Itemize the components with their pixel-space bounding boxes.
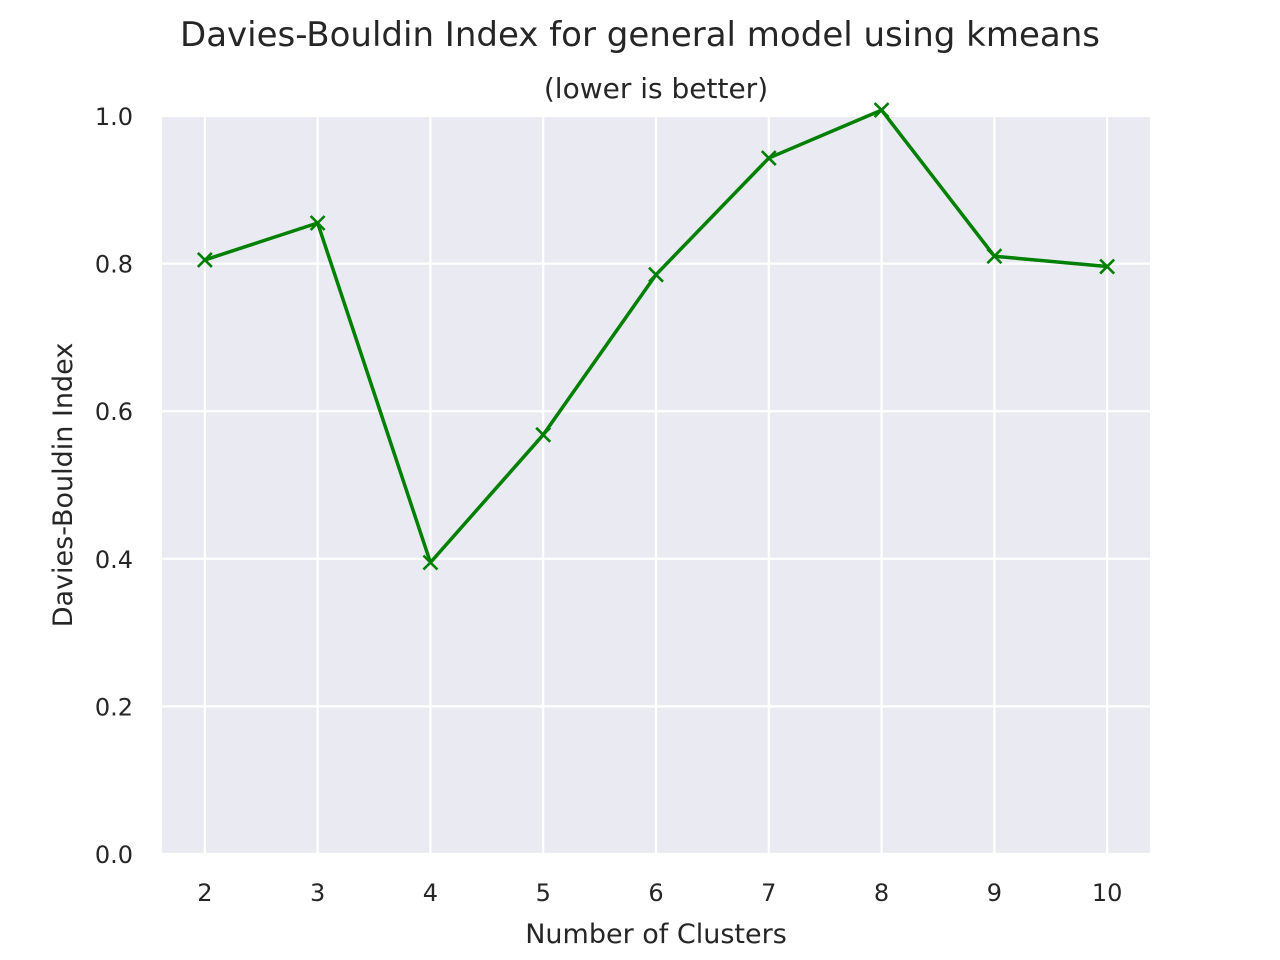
data-series	[196, 102, 1116, 571]
gridlines	[162, 114, 1150, 856]
x-tick-label: 3	[310, 879, 325, 907]
data-point-marker	[196, 251, 213, 268]
data-point-marker	[422, 554, 439, 571]
x-tick-label: 6	[648, 879, 663, 907]
data-point-marker	[873, 102, 890, 119]
x-tick-label: 10	[1092, 879, 1123, 907]
chart-title: Davies-Bouldin Index for general model u…	[180, 15, 1100, 55]
y-tick-label: 0.6	[95, 398, 133, 426]
data-point-marker	[986, 248, 1003, 265]
y-tick-label: 0.2	[95, 693, 133, 721]
x-tick-label: 7	[761, 879, 776, 907]
data-point-marker	[648, 266, 664, 283]
x-tick-label: 8	[874, 879, 889, 907]
y-axis-ticks: 0.0 0.2 0.4 0.6 0.8 1.0	[95, 103, 133, 869]
x-tick-label: 2	[197, 879, 212, 907]
x-axis-label: Number of Clusters	[525, 919, 787, 950]
x-tick-label: 9	[987, 879, 1002, 907]
data-point-marker	[309, 215, 326, 231]
y-tick-label: 1.0	[95, 103, 133, 131]
x-tick-label: 4	[423, 879, 438, 907]
y-axis-label: Davies-Bouldin Index	[48, 343, 79, 628]
y-tick-label: 0.4	[95, 546, 133, 574]
x-axis-ticks: 2 3 4 5 6 7 8 9 10	[197, 879, 1122, 907]
y-tick-label: 0.0	[95, 841, 133, 869]
data-point-marker	[1099, 258, 1116, 275]
data-point-marker	[760, 150, 777, 166]
y-tick-label: 0.8	[95, 251, 133, 279]
x-tick-label: 5	[536, 879, 551, 907]
chart-subtitle: (lower is better)	[544, 72, 768, 105]
data-point-marker	[535, 426, 552, 443]
